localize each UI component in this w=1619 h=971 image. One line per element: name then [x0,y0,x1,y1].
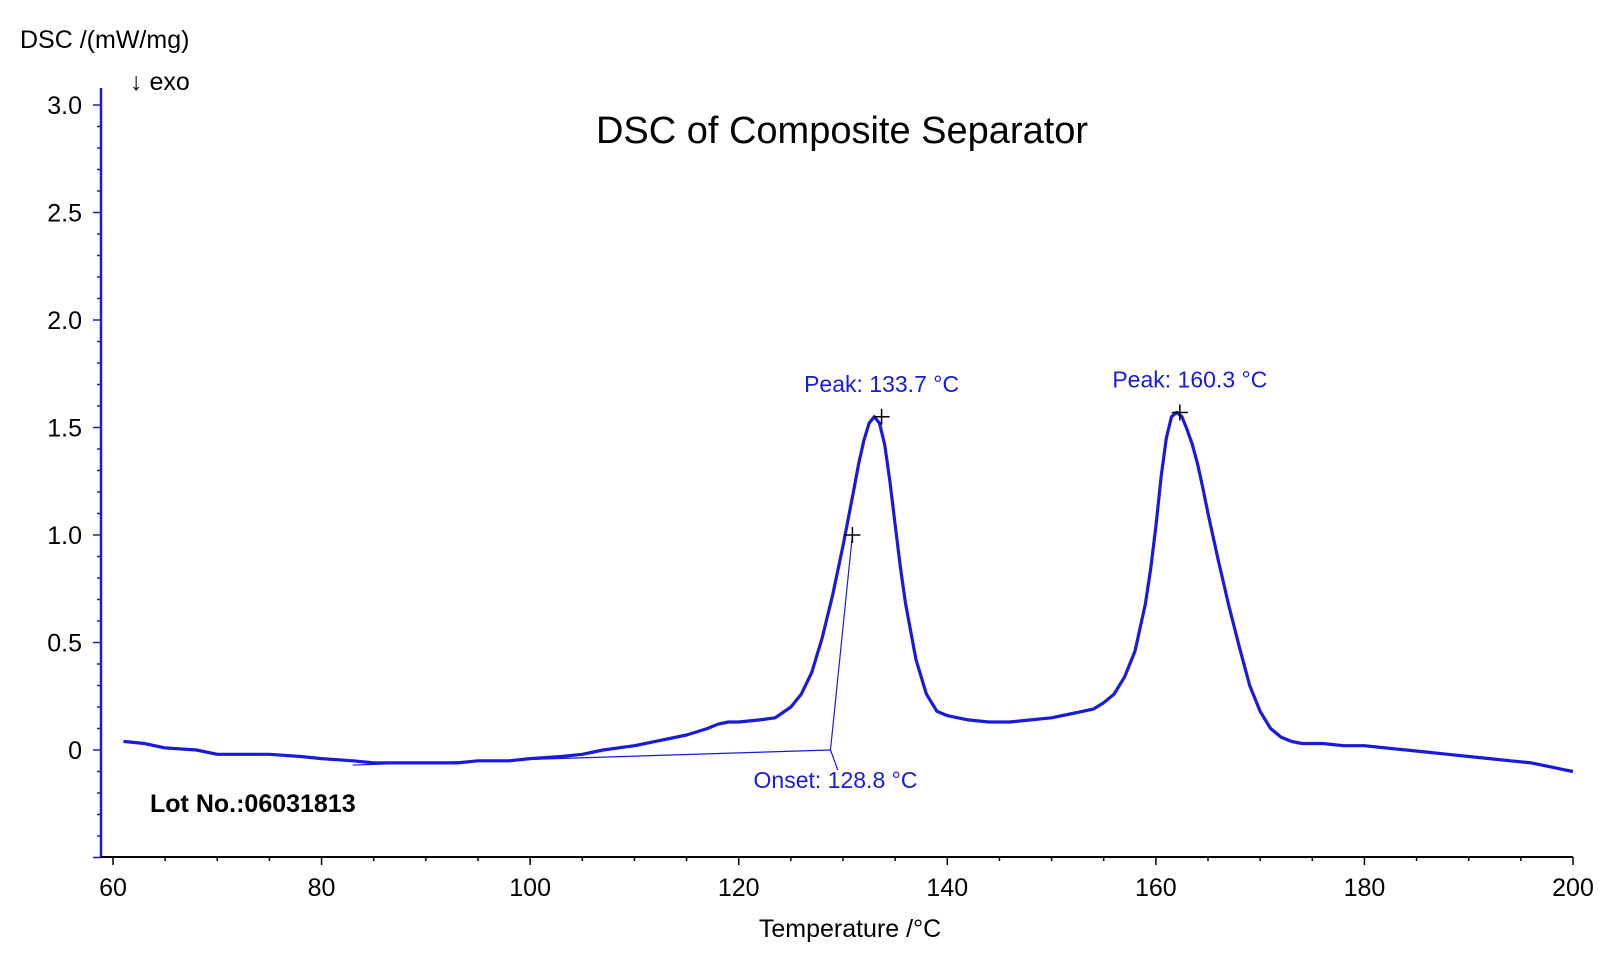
annotation-group: Peak: 133.7 °C Peak: 160.3 °C Onset: 128.8… [754,366,1268,793]
onset-leader-line [829,749,839,771]
series-line [123,410,1574,774]
y-tick-label: 3.0 [47,92,82,120]
onset-tangent-line [829,534,853,751]
y-axis-exo-label: ↓ exo [130,68,190,96]
axes [99,88,1573,858]
y-tick-label: 1.5 [47,415,82,443]
annotation-label: Peak: 160.3 °C [1112,366,1267,392]
x-tick-label: 180 [1344,874,1386,902]
x-tick-label: 60 [99,874,127,902]
plot-area [123,404,1574,774]
lot-number: Lot No.:06031813 [150,790,356,818]
tick-group: 3.0 2.5 2.0 1.5 1.0 0.5 0 60 80 100 120 140 160 180 20… [47,92,1594,902]
x-tick-label: 100 [509,874,551,902]
onset-baseline-line [352,749,831,766]
y-tick-label: 0.5 [47,630,82,658]
y-tick-label: 2.0 [47,307,82,335]
y-tick-label: 1.0 [47,522,82,550]
x-tick-label: 160 [1135,874,1177,902]
y-tick-label: 2.5 [47,200,82,228]
x-axis-label: Temperature /°C [759,915,941,943]
x-tick-label: 200 [1552,874,1594,902]
y-axis-label: DSC /(mW/mg) [20,26,189,54]
x-tick-label: 120 [718,874,760,902]
x-tick-label: 140 [926,874,968,902]
y-tick-label: 0 [68,737,82,765]
annotation-label: Peak: 133.7 °C [804,371,959,397]
chart-title: DSC of Composite Separator [596,110,1088,152]
annotation-label: Onset: 128.8 °C [754,767,918,793]
x-tick-label: 80 [308,874,336,902]
